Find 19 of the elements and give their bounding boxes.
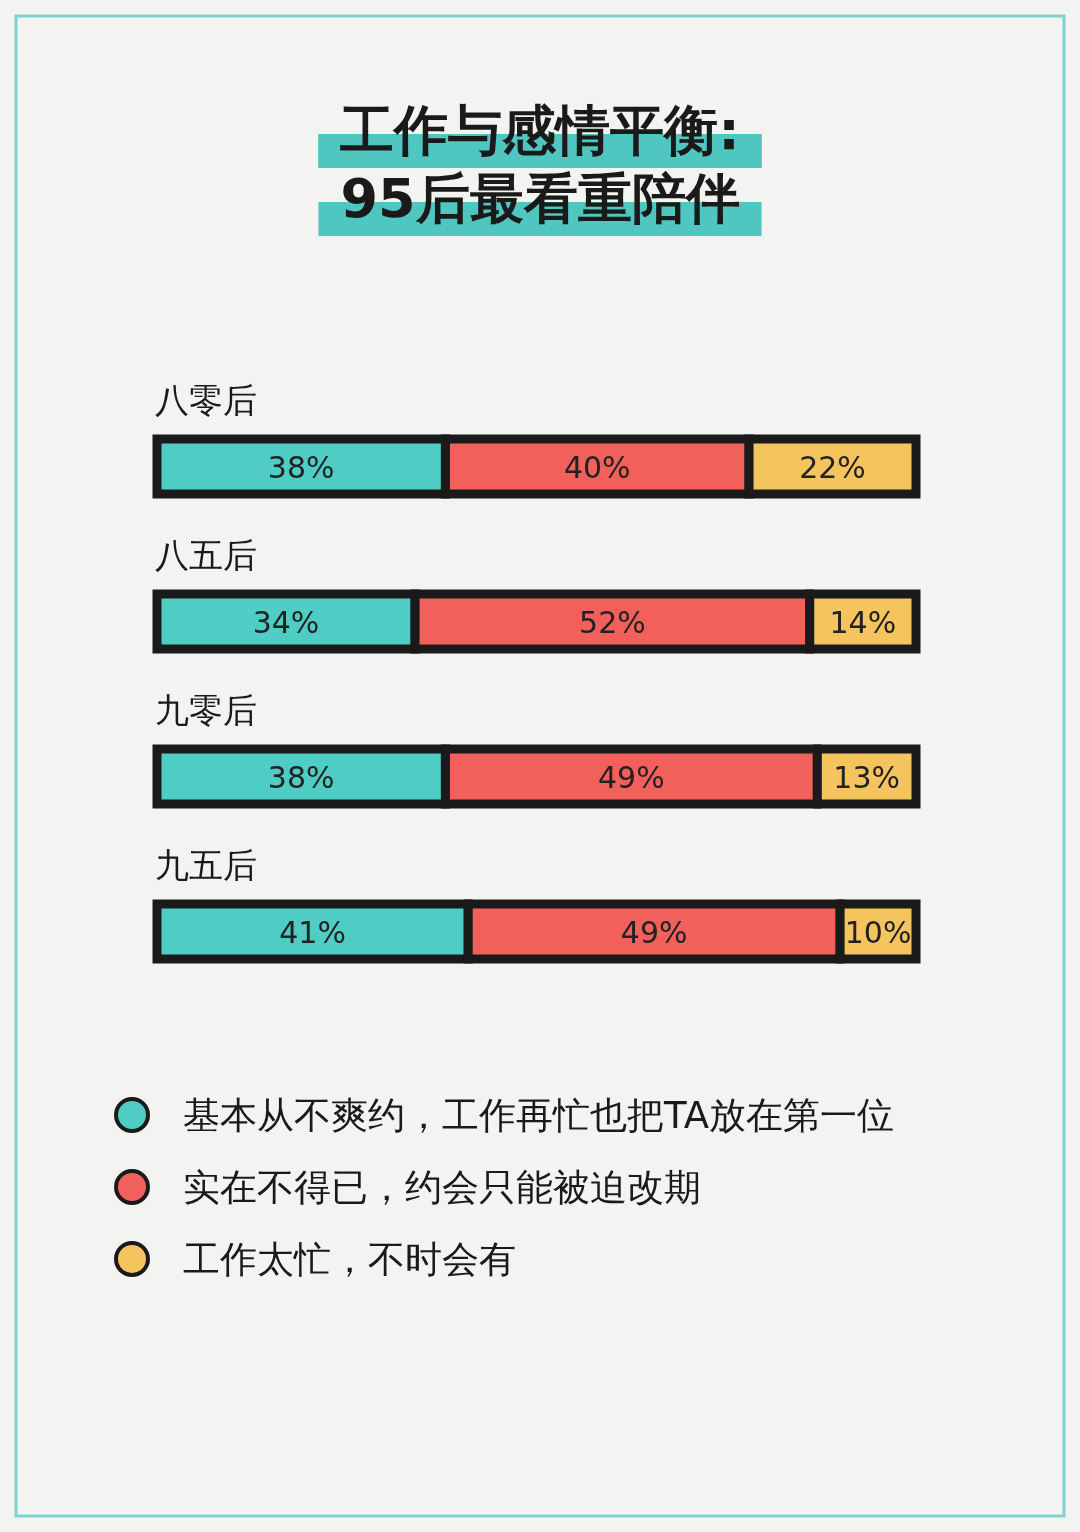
data-label: 49% xyxy=(598,760,665,795)
data-label: 49% xyxy=(620,915,688,950)
data-label: 40% xyxy=(563,450,631,485)
data-label: 22% xyxy=(799,450,866,485)
y-tick-label: 九五后 xyxy=(155,845,257,885)
data-label: 13% xyxy=(833,760,901,795)
data-label: 38% xyxy=(267,760,335,795)
data-label: 52% xyxy=(579,605,646,640)
legend-label: 基本从不爽约，工作再忙也把TA放在第一位 xyxy=(183,1093,895,1137)
legend-label: 实在不得已，约会只能被迫改期 xyxy=(183,1165,701,1209)
y-tick-label: 八五后 xyxy=(155,535,257,575)
data-label: 10% xyxy=(844,915,912,950)
data-label: 14% xyxy=(829,605,897,640)
legend-label: 工作太忙，不时会有 xyxy=(183,1237,516,1281)
data-label: 41% xyxy=(279,915,346,950)
y-tick-label: 九零后 xyxy=(155,690,257,730)
y-tick-label: 八零后 xyxy=(155,380,257,420)
data-label: 38% xyxy=(267,450,335,485)
data-label: 34% xyxy=(252,605,320,640)
